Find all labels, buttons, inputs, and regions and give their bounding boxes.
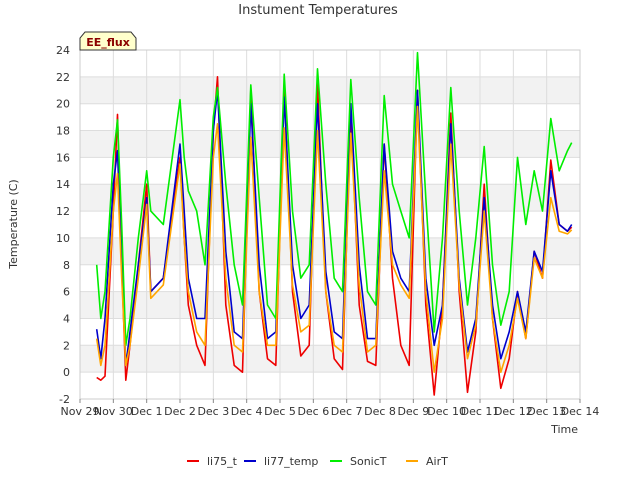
y-tick-label: 24 (56, 44, 70, 57)
y-tick-label: 8 (63, 259, 70, 272)
grid-band (80, 157, 580, 185)
grid-band (80, 50, 580, 77)
legend-label: SonicT (350, 455, 387, 468)
y-tick-label: 12 (56, 205, 70, 218)
grid-band (80, 184, 580, 212)
x-tick-label: Dec 14 (561, 405, 600, 418)
y-axis-label: Temperature (C) (7, 179, 20, 269)
legend-label: li77_temp (264, 455, 318, 468)
grid-band (80, 76, 580, 104)
series-line-li77-temp (95, 89, 573, 367)
y-tick-label: 20 (56, 98, 70, 111)
grid-band (80, 130, 580, 158)
y-tick-label: 6 (63, 286, 70, 299)
x-tick-label: Dec 1 (131, 405, 163, 418)
x-tick-label: Dec 5 (264, 405, 296, 418)
y-tick-label: 0 (63, 366, 70, 379)
y-tick-label: 10 (56, 232, 70, 245)
series-line-sonict (95, 51, 573, 347)
legend-label: li75_t (207, 455, 238, 468)
grid-band (80, 372, 580, 399)
badge-label: EE_flux (86, 36, 130, 49)
x-axis-label: Time (550, 423, 578, 436)
y-tick-label: 2 (63, 339, 70, 352)
y-tick-label: 22 (56, 71, 70, 84)
badge-box (79, 31, 137, 51)
x-tick-label: Dec 6 (297, 405, 329, 418)
x-tick-label: Nov 30 (94, 405, 133, 418)
x-tick-label: Nov 29 (61, 405, 100, 418)
chart-title: Instument Temperatures (238, 3, 398, 18)
x-tick-label: Dec 12 (494, 405, 533, 418)
x-tick-label: Dec 2 (164, 405, 196, 418)
series-layer (95, 51, 573, 396)
series-line-airt (95, 105, 573, 373)
x-tick-label: Dec 9 (397, 405, 429, 418)
legend-label: AirT (426, 455, 448, 468)
x-tick-label: Dec 11 (461, 405, 500, 418)
y-tick-label: 16 (56, 151, 70, 164)
x-tick-label: Dec 13 (527, 405, 566, 418)
grid-band (80, 237, 580, 265)
y-tick-label: 18 (56, 125, 70, 138)
y-tick-label: 4 (63, 312, 70, 325)
x-tick-label: Dec 4 (231, 405, 263, 418)
x-tick-label: Dec 3 (197, 405, 229, 418)
ee-flux-badge: EE_flux (79, 31, 137, 51)
x-tick-label: Dec 10 (427, 405, 466, 418)
y-tick-label: 14 (56, 178, 70, 191)
plot-frame (79, 49, 581, 400)
legend: li75_t li77_temp SonicT AirT (187, 455, 448, 468)
grid-band (80, 103, 580, 131)
y-tick-label: -2 (59, 393, 70, 406)
x-tick-label: Dec 8 (364, 405, 396, 418)
x-tick-label: Dec 7 (331, 405, 363, 418)
